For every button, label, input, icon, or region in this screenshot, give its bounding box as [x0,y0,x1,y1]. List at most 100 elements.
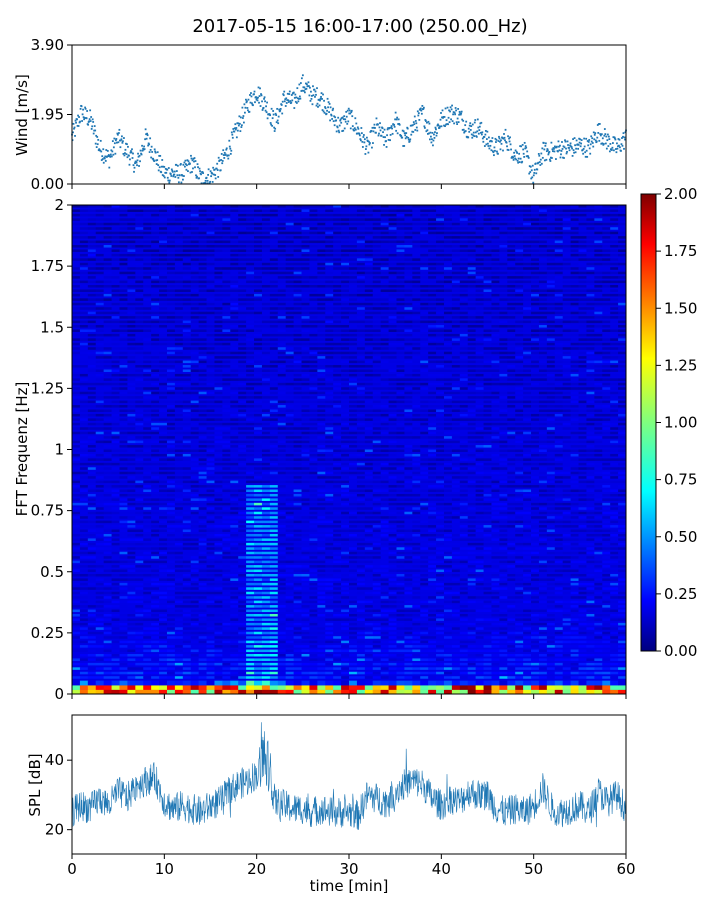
wind-point [121,141,124,144]
spectrogram-cell [459,587,469,590]
wind-point [335,130,338,133]
spectrogram-cell [143,680,152,686]
spectrogram-cell [277,480,287,484]
spectrogram-cell [293,551,302,555]
spectrogram-cell [238,645,247,648]
wind-point [541,147,544,150]
spectrogram-cell [222,467,231,470]
spectrogram-cell [285,538,294,541]
spectrogram-cell [254,551,263,555]
spectrogram-cell [602,631,611,635]
spectrogram-cell [135,680,144,686]
wind-point [342,129,345,132]
spectrogram-cell [166,627,176,630]
spectrogram-cell [586,560,595,564]
spectrogram-cell [356,596,366,599]
spectrogram-cell [594,591,603,595]
spectrogram-cell [309,502,318,506]
wind-point [132,164,135,167]
spectrogram-cell [507,658,516,661]
wind-point [354,128,357,131]
spectrogram-cell [317,600,326,604]
spectrogram-cell [380,502,389,506]
spectrogram-cell [341,680,350,686]
wind-point [410,133,413,136]
wind-point [530,169,533,172]
spectrogram-cell [238,498,247,501]
spectrogram-cell [198,556,207,559]
spectrogram-cell [459,689,469,695]
spectrogram-cell [254,556,263,559]
spectrogram-cell [111,498,120,501]
spectrogram-cell [293,653,302,657]
wind-point [157,164,160,167]
spectrogram-cell [301,529,310,533]
wind-point [258,95,261,97]
spectrogram-cell [602,458,611,461]
wind-point [171,170,174,173]
spectrogram-cell [507,485,516,488]
spectrogram-cell [491,591,500,595]
spectrogram-cell [119,600,128,604]
spectrogram-cell [269,613,279,617]
spectrogram-cell [293,538,302,541]
spectrogram-cell [182,573,192,577]
spectrogram-cell [72,533,81,537]
spectrogram-cell [443,493,453,497]
spectrogram-cell [396,449,405,453]
spectrogram-cell [135,640,144,644]
spectrogram-cell [95,467,105,470]
spectrogram-cell [198,502,207,506]
spectrogram-cell [222,476,231,479]
spectrogram-cell [594,662,603,666]
spectrogram-cell [301,480,310,484]
spectrogram-cell [182,618,192,621]
spectrogram-cell [135,662,144,666]
wind-point [390,125,393,127]
spectrogram-cell [190,631,200,635]
spectrogram-cell [246,489,255,493]
wind-point [449,110,451,113]
spectrogram-cell [111,600,120,604]
spectrogram-cell [467,498,477,501]
spectrogram-cell [420,587,429,590]
spectrogram-cell [404,667,413,670]
spectrogram-cell [531,609,540,613]
wind-point [462,119,465,122]
spectrogram-cell [238,462,247,466]
spectrogram-cell [333,507,342,510]
spectrogram-cell [546,645,556,648]
spectrogram-cell [111,565,120,568]
spectrogram-cell [507,542,516,546]
spectrogram-cell [610,578,619,581]
spectrogram-cell [301,569,310,573]
spectrogram-cell [151,667,160,670]
spectrogram-cell [254,649,263,653]
spectrogram-cell [174,658,184,661]
spectrogram-cell [222,587,231,590]
spectrogram-cell [269,582,279,586]
spectrogram-cell [190,493,200,497]
spectrogram-cell [333,653,342,657]
spectrogram-cell [206,645,215,648]
spectrogram-cell [317,489,326,493]
spectrogram-cell [198,640,207,644]
spectrogram-cell [293,556,302,559]
spectrogram-cell [301,542,310,546]
spectrogram-cell [309,453,318,457]
spectrogram-cell [451,520,461,524]
spectrogram-cell [515,627,524,630]
spectrogram-cell [586,582,595,586]
spectrogram-cell [214,471,223,475]
spectrogram-cell [127,609,136,613]
wind-point [76,124,79,127]
wind-point [321,98,323,100]
spectrogram-cell [214,645,223,648]
spectrogram-cell [610,582,619,586]
spectrogram-cell [254,529,263,533]
spectrogram-cell [372,671,382,675]
spectrogram-cell [246,493,255,497]
spectrogram-cell [254,560,263,564]
spectrogram-cell [554,649,564,653]
spectrogram-cell [206,609,215,613]
